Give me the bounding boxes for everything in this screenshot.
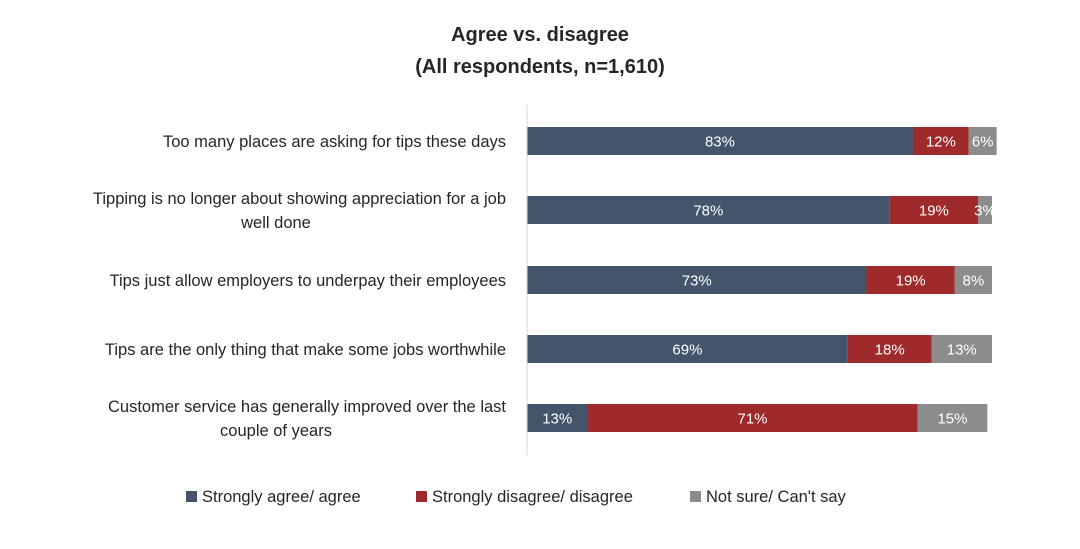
bar-value-label: 12% — [926, 134, 956, 151]
bar-value-label: 6% — [972, 134, 994, 151]
bar-segment — [527, 404, 588, 432]
category-label: Customer service has generally improved … — [108, 398, 506, 416]
bar-segment — [917, 404, 988, 432]
bar-segment — [527, 127, 913, 155]
bar-segment — [978, 196, 992, 224]
bar-value-label: 19% — [896, 273, 926, 290]
category-label: Too many places are asking for tips thes… — [163, 133, 506, 151]
category-label: well done — [240, 214, 311, 232]
legend-label: Strongly agree/ agree — [202, 488, 361, 506]
legend-swatch — [416, 491, 427, 502]
legend-swatch — [690, 491, 701, 502]
bar-value-label: 18% — [875, 342, 905, 359]
category-label: Tips just allow employers to underpay th… — [110, 272, 507, 290]
bar-value-label: 15% — [937, 411, 967, 428]
category-label: Tips are the only thing that make some j… — [105, 341, 506, 359]
bar-segment — [847, 335, 932, 363]
bar-value-label: 13% — [947, 342, 977, 359]
bars: 83% 12% 6% 78% 19% 3% 73% 19% 8% 69% 18% 13% 13% 71% 1… — [527, 127, 997, 432]
bar-value-label: 8% — [963, 273, 985, 290]
bar-segment — [527, 266, 867, 294]
bar-segment — [912, 127, 969, 155]
bar-value-label: 73% — [682, 273, 712, 290]
bar-value-label: 13% — [542, 411, 572, 428]
bar-value-label: 3% — [974, 203, 996, 220]
bar-value-label: 83% — [705, 134, 735, 151]
bar-value-label: 78% — [693, 203, 723, 220]
bar-segment — [527, 335, 848, 363]
legend-label: Strongly disagree/ disagree — [432, 488, 633, 506]
bar-value-label: 71% — [738, 411, 768, 428]
legend-swatch — [186, 491, 197, 502]
legend-label: Not sure/ Can't say — [706, 488, 847, 506]
bar-segment — [527, 196, 890, 224]
bar-segment — [931, 335, 992, 363]
bar-segment — [968, 127, 997, 155]
chart-title: Agree vs. disagree — [451, 24, 629, 46]
bar-value-label: 69% — [672, 342, 702, 359]
category-label: couple of years — [220, 422, 332, 440]
bar-segment — [954, 266, 992, 294]
category-label: Tipping is no longer about showing appre… — [93, 190, 506, 208]
bar-segment — [889, 196, 979, 224]
bar-value-label: 19% — [919, 203, 949, 220]
chart-subtitle: (All respondents, n=1,610) — [415, 56, 665, 78]
bar-segment — [866, 266, 955, 294]
category-labels: Too many places are asking for tips thes… — [93, 133, 506, 440]
bar-segment — [587, 404, 918, 432]
legend: Strongly agree/ agree Strongly disagree/ … — [186, 488, 847, 506]
